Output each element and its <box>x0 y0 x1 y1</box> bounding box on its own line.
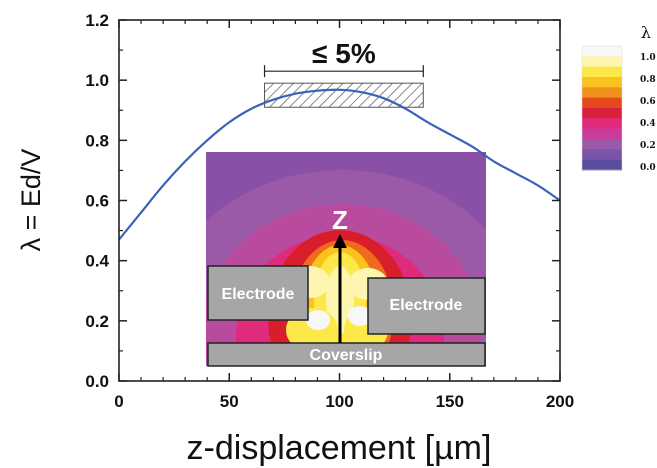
y-tick-label: 0.8 <box>85 131 109 150</box>
tolerance-label: ≤ 5% <box>312 38 376 69</box>
inset-field-map: Electrode Electrode Coverslip Z <box>206 152 486 367</box>
x-tick-label: 50 <box>220 392 239 411</box>
colorbar-tick-label: 0.6 <box>640 97 656 107</box>
y-tick-label: 0.6 <box>85 192 109 211</box>
colorbar-tick-label: 1.0 <box>640 53 656 63</box>
colorbar-tick-label: 0.0 <box>640 163 656 173</box>
colorbar-tick-label: 0.4 <box>640 119 656 129</box>
colorbar-swatch <box>582 56 622 68</box>
tolerance-annotation: ≤ 5% <box>263 38 424 108</box>
colorbar-swatch <box>582 46 622 57</box>
colorbar-frame <box>581 45 623 171</box>
colorbar-swatch <box>582 128 622 140</box>
colorbar-swatch <box>582 87 622 99</box>
z-arrow-head <box>333 234 347 248</box>
colorbar-title: λ <box>641 23 651 42</box>
x-axis-title: z-displacement [µm] <box>187 429 492 467</box>
electrode-right <box>367 277 486 335</box>
x-tick-label: 100 <box>325 392 353 411</box>
colorbar-swatch <box>582 149 622 161</box>
y-tick-label: 1.2 <box>85 11 109 30</box>
colorbar-swatch <box>582 108 622 119</box>
coverslip <box>207 342 486 367</box>
colorbar-swatch <box>582 66 622 78</box>
colorbar-swatch <box>582 139 622 150</box>
y-tick-label: 0.2 <box>85 312 109 331</box>
colorbar-swatch <box>582 159 622 171</box>
electrode-left <box>207 265 309 321</box>
y-axis-title: λ = Ed/V <box>16 149 46 252</box>
colorbar-tick-label: 0.2 <box>640 141 656 151</box>
colorbar: λ 1.0 0.8 0.6 0.4 0.2 0.0 <box>581 23 656 173</box>
y-tick-label: 1.0 <box>85 71 109 90</box>
y-tick-label: 0.4 <box>85 252 109 271</box>
colorbar-swatch <box>582 118 622 130</box>
z-label: Z <box>332 205 348 235</box>
series-line-0 <box>119 88 560 241</box>
x-tick-label: 0 <box>114 392 123 411</box>
colorbar-swatch <box>582 97 622 109</box>
electrode-left-label: Electrode <box>222 286 295 303</box>
x-tick-label: 150 <box>436 392 464 411</box>
colorbar-swatch <box>582 77 622 88</box>
y-tick-label: 0.0 <box>85 372 109 391</box>
electrode-right-label: Electrode <box>390 297 463 314</box>
coverslip-label: Coverslip <box>310 347 383 364</box>
x-tick-label: 200 <box>546 392 574 411</box>
colorbar-tick-label: 0.8 <box>640 75 656 85</box>
